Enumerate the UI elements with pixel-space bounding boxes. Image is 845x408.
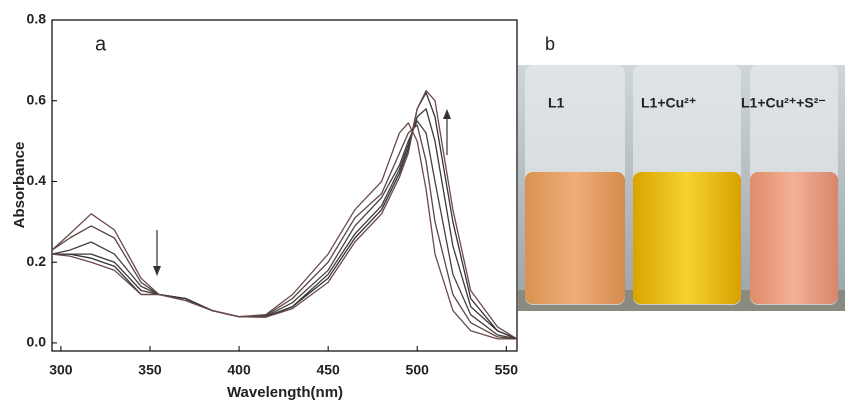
spectrum-line [51,122,517,340]
spectrum-line [51,120,518,340]
annotation-arrows [153,109,451,276]
photo: b L1 L1+Cu²⁺ L1+Cu²⁺+S²⁻ [518,34,845,311]
vial-label: L1+Cu²⁺+S²⁻ [741,95,826,111]
spectrum-line [52,108,518,340]
arrow-head [153,266,161,276]
plot: a Wavelength(nm) Absorbance 0.0 0.2 0.4 0.6… [11,11,518,401]
spectrum-line [51,124,518,340]
plot-frame [51,19,518,352]
panel-label: a [95,33,107,55]
x-tick-label: 350 [138,362,162,378]
x-tick-label: 550 [495,362,519,378]
arrow-head [443,109,451,119]
y-tick-label: 0.6 [27,91,47,107]
x-tick-label: 300 [49,362,73,378]
spectrum-line [52,92,518,340]
vial-liquid [525,172,625,304]
x-axis-title: Wavelength(nm) [227,384,343,401]
panel-label: b [545,34,555,54]
y-tick-label: 0.2 [27,253,47,269]
vial-label: L1+Cu²⁺ [641,95,696,111]
vial-label: L1 [548,95,565,111]
spectrum-line [51,89,518,340]
x-tick-label: 450 [316,362,340,378]
y-axis-title: Absorbance [11,142,28,229]
vial-liquid [750,172,838,304]
y-tick-label: 0.8 [27,11,47,27]
x-tick-label: 500 [406,362,430,378]
vial-liquid [633,172,741,304]
x-tick-label: 400 [227,362,251,378]
y-tick-label: 0.0 [27,334,47,350]
y-tick-label: 0.4 [27,172,47,188]
